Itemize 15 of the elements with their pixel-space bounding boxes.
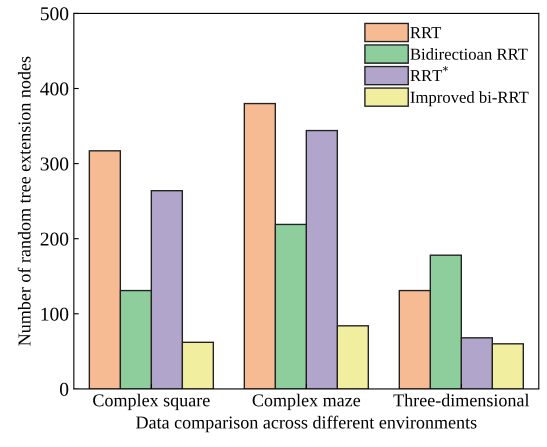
y-tick-label: 200: [40, 232, 68, 246]
y-tick-label: 300: [40, 157, 68, 171]
legend-label: RRT: [410, 27, 442, 38]
y-tick-label: 500: [40, 7, 68, 20]
x-tick-label: Complex square: [93, 394, 210, 410]
x-tick-label: Three-dimensional: [393, 394, 530, 406]
y-tick-label: 0: [60, 382, 68, 396]
y-tick-label: 400: [40, 82, 68, 96]
x-tick-label: Complex maze: [252, 394, 360, 410]
x-axis-title: Data comparison across different environments: [136, 416, 476, 432]
y-axis-title: Number of random tree extension nodes: [18, 56, 31, 346]
y-tick-label: 100: [42, 308, 68, 321]
legend-label: Bidirectioan RRT: [410, 48, 528, 60]
legend-label: RRT$^{*}$: [410, 66, 448, 82]
legend-label: Improved bi-RRT: [410, 91, 529, 106]
